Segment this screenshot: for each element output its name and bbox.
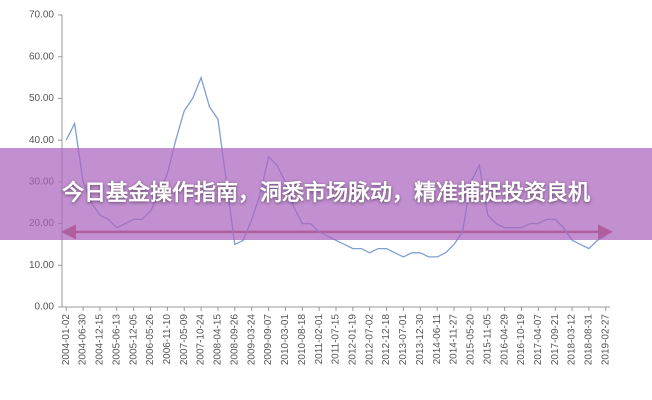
x-tick-label: 2008-09-26 <box>229 314 240 366</box>
x-tick-label: 2019-02-27 <box>600 314 611 366</box>
x-tick-label: 2013-07-01 <box>398 314 409 366</box>
x-tick-label: 2014-06-11 <box>432 314 443 365</box>
x-tick-label: 2004-12-15 <box>95 314 106 366</box>
x-tick-label: 2005-06-13 <box>111 314 122 366</box>
x-tick-label: 2009-09-07 <box>263 314 274 366</box>
x-tick-label: 2010-08-18 <box>297 314 308 366</box>
y-tick-label: 0.00 <box>35 302 55 313</box>
x-tick-label: 2014-11-27 <box>449 314 460 365</box>
x-tick-label: 2008-04-15 <box>213 314 224 366</box>
x-tick-label: 2018-08-31 <box>584 314 595 366</box>
x-tick-label: 2006-05-26 <box>145 314 156 366</box>
y-tick-label: 60.00 <box>29 51 54 62</box>
x-tick-label: 2012-12-18 <box>381 314 392 366</box>
x-tick-label: 2012-01-19 <box>348 314 359 366</box>
y-tick-label: 70.00 <box>29 10 54 21</box>
x-tick-label: 2017-09-21 <box>550 314 561 366</box>
x-tick-label: 2007-05-09 <box>179 314 190 366</box>
title: 今日基金操作指南，洞悉市场脉动，精准捕捉投资良机 <box>61 181 590 206</box>
x-tick-label: 2009-03-24 <box>246 314 257 366</box>
y-tick-label: 50.00 <box>29 93 54 104</box>
x-tick-label: 2018-03-12 <box>567 314 578 366</box>
x-tick-label: 2005-12-05 <box>128 314 139 366</box>
x-tick-label: 2007-10-24 <box>196 314 207 366</box>
x-tick-label: 2016-04-29 <box>499 314 510 366</box>
x-tick-label: 2011-02-01 <box>314 314 325 365</box>
x-tick-label: 2004-01-02 <box>61 314 72 366</box>
x-tick-label: 2006-11-10 <box>162 314 173 365</box>
x-tick-label: 2010-03-01 <box>280 314 291 366</box>
x-tick-label: 2015-11-05 <box>482 314 493 365</box>
y-tick-label: 40.00 <box>29 135 54 146</box>
x-tick-label: 2015-05-20 <box>466 314 477 366</box>
title-banner: 今日基金操作指南，洞悉市场脉动，精准捕捉投资良机 <box>0 148 652 240</box>
x-tick-label: 2017-04-07 <box>533 314 544 366</box>
x-tick-label: 2016-10-19 <box>516 314 527 366</box>
x-tick-label: 2013-12-30 <box>415 314 426 366</box>
y-tick-label: 10.00 <box>29 260 54 271</box>
x-tick-label: 2012-07-02 <box>364 314 375 366</box>
x-tick-label: 2004-06-30 <box>78 314 89 366</box>
x-tick-label: 2011-07-15 <box>331 314 342 365</box>
